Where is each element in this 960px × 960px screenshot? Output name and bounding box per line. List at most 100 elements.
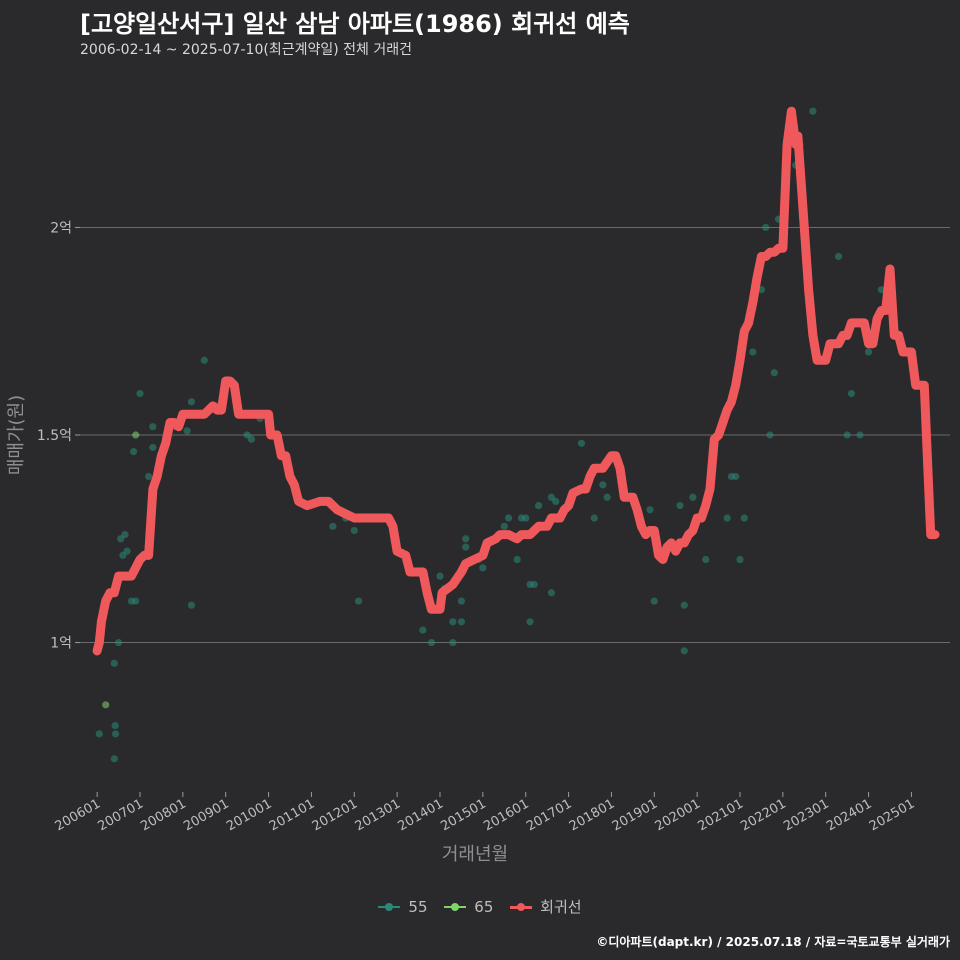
data-point-55: [809, 107, 817, 115]
data-point-55: [650, 597, 658, 605]
data-point-55: [770, 369, 778, 377]
data-point-55: [136, 389, 144, 398]
data-point-55: [732, 472, 740, 481]
data-point-55: [114, 638, 123, 647]
data-point-55: [526, 618, 534, 626]
data-point-55: [187, 398, 196, 406]
data-point-55: [740, 514, 748, 522]
data-point-55: [599, 481, 607, 489]
data-point-55: [449, 638, 457, 647]
legend-item-65: 65: [444, 898, 493, 916]
legend-key-regression-icon: [510, 902, 533, 912]
x-tick-label: 201701: [524, 796, 574, 834]
x-tick-label: 202301: [781, 796, 831, 834]
legend-label-regression: 회귀선: [540, 898, 582, 916]
legend-key-65-icon: [444, 902, 467, 912]
data-point-55: [247, 435, 256, 443]
data-point-55: [856, 431, 864, 439]
data-point-55: [200, 356, 208, 364]
data-point-55: [577, 439, 586, 447]
data-point-55: [187, 601, 196, 609]
x-tick-label: 201101: [267, 796, 317, 834]
data-point-55: [552, 497, 560, 506]
x-axis-title: 거래년월: [442, 844, 508, 865]
x-tick-label: 201301: [353, 796, 403, 834]
data-point-55: [766, 431, 774, 439]
data-point-55: [749, 348, 757, 356]
legend-key-dot: [385, 902, 394, 911]
data-point-55: [144, 472, 153, 481]
data-point-55: [350, 526, 358, 535]
data-point-55: [834, 252, 843, 261]
data-point-55: [547, 589, 556, 597]
data-point-55: [427, 638, 436, 647]
data-point-55: [95, 730, 103, 738]
data-point-55: [646, 506, 654, 514]
data-point-55: [723, 514, 731, 522]
x-tick-label: 202401: [824, 796, 874, 834]
x-tick-label: 201801: [567, 796, 617, 834]
data-point-55: [847, 389, 856, 398]
data-point-55: [449, 618, 457, 626]
data-point-55: [513, 555, 521, 564]
data-point-55: [329, 522, 337, 530]
y-tick-label: 2억: [50, 220, 72, 236]
data-point-55: [462, 535, 470, 543]
chart-title: [고양일산서구] 일산 삼남 아파트(1986) 회귀선 예측: [80, 10, 630, 38]
x-tick-label: 201001: [224, 796, 274, 834]
data-point-55: [110, 755, 118, 763]
data-point-55: [457, 618, 466, 626]
x-tick-label: 201201: [310, 796, 360, 834]
regression-line: [92, 106, 940, 656]
data-point-55: [680, 601, 688, 609]
data-point-55: [534, 501, 543, 510]
x-tick-label: 200601: [53, 796, 103, 834]
legend-key-dot: [517, 902, 526, 911]
data-point-55: [419, 626, 427, 634]
x-tick-label: 201901: [610, 796, 660, 834]
data-point-55: [479, 564, 487, 572]
data-point-55: [504, 514, 513, 522]
data-point-55: [132, 597, 140, 605]
data-point-55: [680, 647, 688, 655]
data-point-55: [736, 555, 744, 564]
data-point-55: [689, 493, 697, 501]
data-point-55: [603, 493, 611, 501]
data-point-65: [102, 701, 110, 709]
data-point-55: [702, 555, 710, 564]
data-point-55: [500, 522, 508, 530]
data-point-55: [457, 597, 466, 605]
legend-key-dot: [451, 902, 460, 911]
x-tick-label: 202001: [653, 796, 703, 834]
data-point-55: [123, 547, 131, 555]
data-point-55: [149, 423, 157, 431]
x-tick-label: 201501: [438, 796, 488, 834]
y-tick-label: 1억: [50, 636, 72, 652]
footer-credit: ©디아파트(dapt.kr) / 2025.07.18 / 자료=국토교통부 실…: [596, 935, 950, 949]
data-point-55: [110, 659, 118, 667]
data-point-55: [111, 730, 120, 738]
legend-label-55: 55: [408, 897, 428, 916]
chart-legend: 55 65 회귀선: [0, 896, 960, 917]
data-point-55: [354, 597, 363, 605]
data-point-55: [436, 572, 444, 580]
data-point-55: [129, 448, 138, 456]
x-tick-label: 200801: [138, 796, 188, 834]
x-tick-label: 202501: [867, 796, 917, 834]
x-tick-label: 201601: [481, 796, 531, 834]
data-point-55: [843, 431, 851, 439]
legend-key-55-icon: [378, 902, 401, 912]
data-point-55: [121, 531, 129, 539]
data-point-55: [111, 721, 119, 730]
x-tick-label: 202101: [696, 796, 746, 834]
x-tick-label: 200701: [96, 796, 146, 834]
legend-item-regression: 회귀선: [510, 896, 582, 917]
data-point-55: [590, 514, 598, 522]
data-point-55: [183, 427, 191, 435]
data-point-55: [530, 580, 538, 589]
legend-label-65: 65: [474, 897, 494, 916]
data-point-55: [762, 223, 770, 232]
x-tick-label: 201401: [396, 796, 446, 834]
x-tick-label: 202201: [738, 796, 788, 834]
